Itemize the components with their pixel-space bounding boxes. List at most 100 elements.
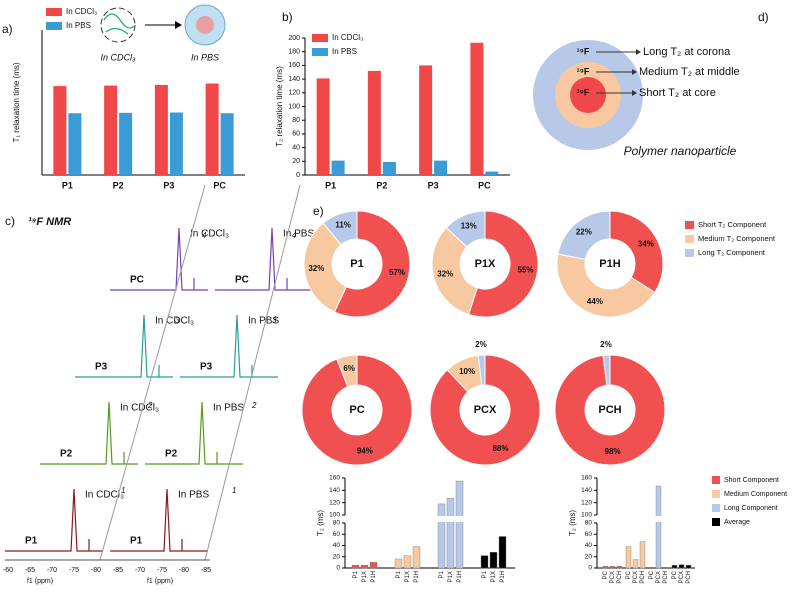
panel-label: d) [758,10,769,24]
y-tick-label: 140 [329,487,340,494]
bar [331,160,345,175]
y-tick-label: 160 [329,475,340,482]
bar [382,161,396,175]
nmr-title: ¹⁹F NMR [28,216,71,228]
donut-segment [554,354,666,466]
axis-break [598,516,696,522]
bar [205,83,219,175]
value-label: 98% [605,447,621,456]
side-tick: 2 [251,401,257,410]
bar [498,536,507,569]
spectrum [110,227,208,291]
bar [419,65,433,175]
panel-label: c) [5,214,15,228]
donut-title: PCH [598,404,621,416]
bar [367,70,381,175]
bar [53,86,67,175]
y-tick-label: 0 [336,565,340,572]
sample-label: P2 [60,449,73,460]
y-tick-label: 40 [585,542,593,549]
donut-segment [333,210,411,318]
side-tick: 4 [292,231,297,240]
spectrum [110,488,208,552]
y-tick-label: 140 [581,487,592,494]
donut-title: P1X [475,258,496,270]
y-tick-label: 100 [288,103,300,110]
bar [446,498,455,569]
x-tick-label: PCH [686,571,692,584]
solvent-label: In CDCl₃ [120,403,159,414]
solvent-label: In PBS [283,229,314,240]
x-tick-label: P1H [414,571,420,583]
y-tick-label: 40 [292,144,300,151]
spectrum [145,401,243,465]
nanoparticle: ¹⁹F ¹⁹F ¹⁹F Long T₂ at corona Medium T₂ … [533,40,740,158]
legend-swatch [712,504,720,512]
side-tick: 3 [272,316,277,325]
y-tick-label: 120 [581,499,592,506]
f19-label: ¹⁹F [577,87,590,97]
legend-swatch [46,8,62,16]
y-tick-label: 180 [288,49,300,56]
bar [403,555,412,569]
side-tick: 1 [121,486,125,495]
f19-label: ¹⁹F [577,46,590,56]
y-tick-label: 20 [333,553,341,560]
value-label: 32% [437,269,453,278]
legend-label: In CDCl₃ [66,7,97,16]
bar [625,546,632,569]
divider [99,184,206,561]
sample-label: P1 [25,536,38,547]
value-label: 2% [600,340,612,349]
bar [602,566,609,569]
legend-label: Short T₂ Component [698,220,767,229]
x-tick-label: P2 [376,180,387,190]
x-tick-label: PC [603,570,609,579]
donut-segment [336,354,358,388]
nmr-tick: -60 [3,567,13,574]
sample-label: P3 [200,362,213,373]
sample-label: PC [130,275,144,286]
bar [68,113,82,175]
bar [220,113,234,175]
value-label: 44% [587,297,603,306]
x-tick-label: P1H [371,571,377,583]
bar [489,552,498,569]
donut-segment [431,227,478,316]
donut-title: P1 [350,258,363,270]
x-tick-label: P1H [500,571,506,583]
x-tick-label: PCH [640,571,646,584]
spectrum [40,401,138,465]
y-tick-label: 20 [292,158,300,165]
x-tick-label: PC [649,570,655,579]
core [570,77,606,113]
x-tick-label: P1X [448,571,454,582]
x-tick-label: P1 [353,570,359,578]
y-axis-title: T₂ (ms) [568,510,577,537]
donut-title: P1H [599,258,620,270]
y-axis-title: T₁ relaxation time (ms) [12,62,21,142]
x-tick-label: P1 [396,570,402,578]
donut-segment [557,210,611,260]
pointer [632,49,641,96]
y-tick-label: 80 [333,520,341,527]
solvent-label: In CDCl₃ [155,316,194,327]
side-tick: 2 [147,401,153,410]
value-label: 10% [459,367,475,376]
donut-segment [556,253,656,318]
y-axis-title: T₂ (ms) [316,510,325,537]
x-tick-label: P3 [428,180,439,190]
y-tick-label: 60 [585,531,593,538]
legend-label: Average [724,519,750,526]
legend-label: Medium Component [724,491,787,498]
legend-label: Medium T₂ Component [698,234,776,243]
legend-label: Long T₂ Component [698,248,766,257]
nmr-tick: -70 [135,567,145,574]
x-tick-label: PC [626,570,632,579]
inset-label: In CDCl₃ [100,52,136,62]
y-tick-label: 160 [581,475,592,482]
donut-segment [301,354,413,466]
donut-segment [467,210,539,318]
x-tick-label: P1 [325,180,336,190]
bar [394,558,403,569]
